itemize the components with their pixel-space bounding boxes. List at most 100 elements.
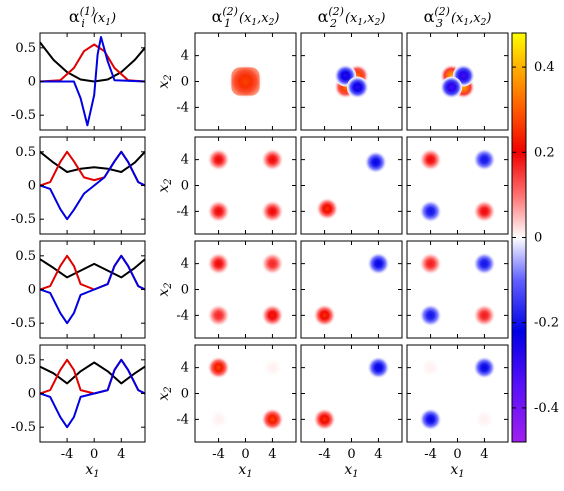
heatmap-r3-c2: [300, 240, 403, 339]
line-panel-4: 0.5 0 -0.5 -4 0 4 x1: [11, 344, 146, 480]
positive-blob: [473, 304, 496, 327]
negative-blob: [473, 148, 496, 171]
x-tick-label: 0: [241, 447, 249, 462]
heatmap-background: [407, 241, 508, 338]
x-tick-label: 4: [374, 447, 382, 462]
x-tick-label: 0: [347, 447, 355, 462]
x-tick-label: 0: [90, 447, 98, 462]
positive-blob: [421, 358, 440, 378]
colorbar: 0.4 0.2 0 -0.2 -0.4: [511, 32, 559, 443]
negative-blob: [364, 151, 387, 173]
positive-blob: [261, 200, 284, 223]
positive-blob: [419, 148, 442, 171]
y-tick-label: 0: [28, 179, 36, 194]
y-tick-label: -4: [176, 100, 189, 115]
red-curve: [40, 150, 145, 187]
colorbar-tick-label: 0: [534, 231, 542, 246]
y-tick-label: -0.5: [11, 420, 36, 435]
x-tick-label: -4: [61, 447, 74, 462]
heatmap-r2-c1: 4 0 -4x2: [156, 136, 297, 235]
y-tick-label: 0.5: [15, 353, 36, 368]
negative-blob: [419, 304, 442, 327]
heatmap-column-title-2: α(2) 2 (x1,x2): [318, 5, 386, 30]
heatmap-r1-c1: 4 0 -4x2: [156, 32, 297, 131]
negative-blob: [419, 200, 442, 223]
positive-blob: [419, 252, 442, 275]
colorbar-tick-label: -0.4: [534, 401, 559, 416]
heatmap-r1-c3: [406, 32, 509, 131]
heatmap-background: [195, 137, 296, 234]
y-tick-label: -4: [176, 412, 189, 427]
y-tick-label: -0.5: [11, 212, 36, 227]
heatmap-r4-c1: 40-4x2-4 0 4x1: [156, 344, 297, 480]
y-axis-label: x2: [156, 386, 174, 400]
colorbar-tick-label: 0.2: [534, 145, 555, 160]
negative-blob: [367, 252, 390, 275]
positive-blob: [261, 304, 284, 327]
x-tick-label: 4: [480, 447, 488, 462]
heatmap-r3-c3: [406, 240, 509, 339]
blue-curve: [40, 36, 145, 127]
x-tick-label: 4: [268, 447, 276, 462]
line-panel-1: 0.5 0 -0.5: [11, 32, 146, 131]
heatmap-background: [301, 345, 402, 442]
y-tick-label: 0: [181, 283, 189, 298]
blue-curve: [40, 150, 145, 221]
colorbar-tick-label: -0.2: [534, 316, 559, 331]
y-tick-label: 0: [28, 387, 36, 402]
heatmap-background: [407, 345, 508, 442]
positive-blob: [313, 304, 336, 327]
x-axis-label: x1: [238, 462, 252, 480]
heatmap-r1-c2: [300, 32, 403, 131]
line-panel-2: 0.5 0 -0.5: [11, 136, 146, 235]
heatmap-background: [301, 137, 402, 234]
y-tick-label: 0.5: [15, 249, 36, 264]
heatmap-r4-c2: -4 0 4 x1: [300, 344, 403, 480]
negative-blob: [346, 76, 369, 99]
density-halo: [228, 64, 263, 99]
positive-blob: [475, 409, 494, 429]
y-tick-label: -0.5: [11, 316, 36, 331]
heatmap-r2-c2: [300, 136, 403, 235]
negative-blob: [419, 408, 442, 431]
line-panels: 0.5 0 -0.5 0.5 0 -0.5 0.5 0 -0.5 0.5 0 -0.5 -4 0 4 x1: [11, 32, 146, 480]
y-tick-label: 4: [181, 49, 189, 64]
heatmap-column-title-3: α(2) 3 (x1,x2): [424, 5, 492, 30]
y-axis-label: x2: [156, 74, 174, 88]
positive-blob: [473, 200, 496, 223]
positive-blob: [207, 148, 230, 171]
x-axis-label: x1: [344, 462, 358, 480]
y-tick-label: 0: [181, 179, 189, 194]
positive-blob: [261, 148, 284, 171]
negative-blob: [473, 356, 496, 379]
y-tick-label: -4: [176, 204, 189, 219]
positive-blob: [207, 356, 230, 379]
y-tick-label: -4: [176, 308, 189, 323]
heatmap-background: [195, 241, 296, 338]
negative-blob: [440, 76, 463, 99]
y-tick-label: 4: [181, 257, 189, 272]
positive-blob: [313, 408, 336, 431]
blue-curve: [40, 358, 145, 429]
y-tick-label: 0: [28, 75, 36, 90]
y-tick-label: 0.5: [15, 145, 36, 160]
negative-blob: [367, 356, 390, 379]
x-tick-label: 4: [117, 447, 125, 462]
heatmap-background: [407, 137, 508, 234]
y-axis-label: x2: [156, 282, 174, 296]
line-column-title: α(1) i (x1): [69, 5, 116, 30]
x-tick-label: -4: [318, 447, 331, 462]
positive-blob: [261, 252, 284, 275]
x-tick-label: -4: [424, 447, 437, 462]
heatmap-background: [195, 345, 296, 442]
x-axis-label: x1: [450, 462, 464, 480]
black-curve: [40, 41, 145, 83]
positive-blob: [316, 198, 339, 220]
y-tick-label: 0: [181, 75, 189, 90]
y-tick-label: -0.5: [11, 108, 36, 123]
heatmap-background: [301, 241, 402, 338]
positive-blob: [261, 408, 284, 431]
heatmap-column-title-1: α(2) 1 (x1,x2): [212, 5, 280, 30]
